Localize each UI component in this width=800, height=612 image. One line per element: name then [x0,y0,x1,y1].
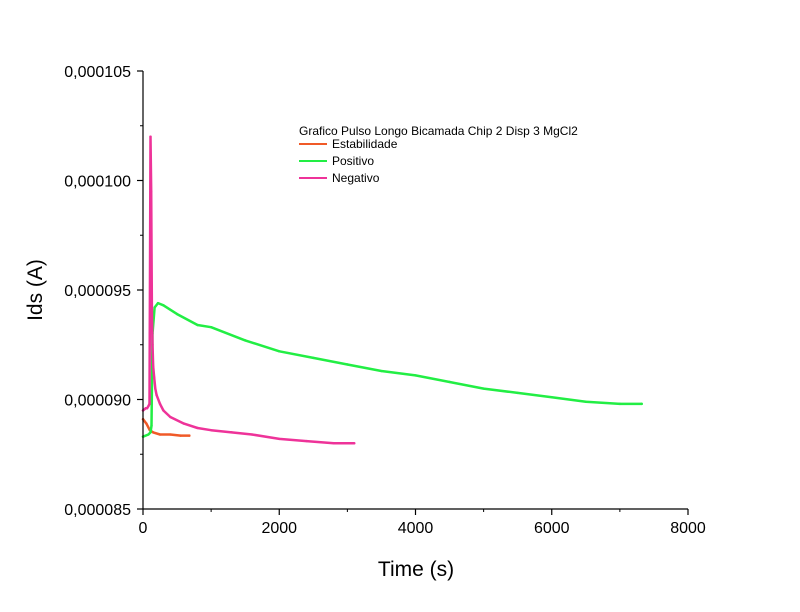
data-point-negativo [151,343,154,346]
data-point-negativo [162,409,165,412]
data-point-positivo [243,339,247,342]
legend-label: Negativo [332,171,380,185]
data-point-positivo [448,380,451,384]
data-point-positivo [150,424,153,427]
legend-item-negativo: Negativo [299,171,380,185]
data-point-positivo [153,306,156,309]
y-tick-label: 0,000090 [64,393,131,410]
y-tick-label: 0,000085 [64,502,131,519]
data-point-negativo [169,415,172,419]
data-point-negativo [153,376,156,379]
data-point-positivo [618,402,622,406]
data-point-negativo [196,426,199,430]
data-point-negativo [154,387,157,390]
data-point-positivo [156,301,160,305]
data-point-positivo [196,323,199,327]
data-point-estabilidade [145,422,148,425]
data-point-negativo [148,402,151,406]
legend: Grafico Pulso Longo Bicamada Chip 2 Disp… [299,124,578,185]
series-negativo [141,135,356,445]
data-point-negativo [352,442,356,445]
data-point-positivo [414,374,417,377]
x-tick-label: 8000 [670,520,706,537]
data-point-estabilidade [152,431,155,434]
data-point-negativo [278,437,281,441]
legend-title: Grafico Pulso Longo Bicamada Chip 2 Disp… [299,124,578,138]
legend-label: Positivo [332,154,374,168]
data-point-positivo [147,433,150,436]
x-tick-label: 2000 [261,520,297,537]
data-point-positivo [162,304,165,307]
data-point-positivo [149,431,152,434]
y-tick-label: 0,000105 [64,64,131,81]
y-axis-title: Ids (A) [24,259,47,321]
data-point-estabilidade [188,434,191,437]
data-point-positivo [516,391,519,395]
x-tick-label: 0 [139,520,148,537]
data-point-negativo [147,404,150,408]
data-point-positivo [380,369,383,373]
legend-item-positivo: Positivo [299,154,374,168]
x-axis-title: Time (s) [378,558,454,581]
data-point-positivo [209,326,213,329]
data-point-positivo [312,356,315,360]
data-point-negativo [230,431,233,434]
x-tick-label: 4000 [398,520,434,537]
legend-items: Estabilidade Positivo Negativo [299,137,398,185]
data-point-estabilidade [158,433,162,436]
y-tick-label: 0,000100 [64,174,131,191]
series-line-estabilidade [141,417,191,437]
tick-layer: 0 2000 4000 6000 8000 0,000085 0,000090 0,00009… [64,64,706,537]
data-point-positivo [278,350,281,353]
data-point-negativo [152,365,155,368]
data-point-negativo [149,190,153,193]
data-point-negativo [209,428,213,432]
x-tick-label: 6000 [534,520,570,537]
data-point-negativo [155,393,158,397]
data-point-negativo [250,433,254,436]
data-point-estabilidade [169,433,172,436]
legend-item-estabilidade: Estabilidade [299,137,398,151]
data-point-negativo [145,407,149,410]
data-point-positivo [175,312,179,316]
data-point-negativo [305,439,308,443]
legend-label: Estabilidade [332,137,398,151]
data-point-negativo [182,422,186,425]
data-point-negativo [150,310,154,314]
data-point-estabilidade [179,434,182,437]
data-point-positivo [346,363,349,366]
data-point-positivo [584,400,588,403]
y-tick-label: 0,000095 [64,283,131,300]
data-point-negativo [158,402,162,406]
data-point-positivo [482,387,485,390]
data-point-negativo [332,442,335,445]
series-layer [141,135,643,445]
data-point-positivo [550,396,553,399]
data-point-negativo [149,135,152,138]
data-point-positivo [640,402,643,406]
